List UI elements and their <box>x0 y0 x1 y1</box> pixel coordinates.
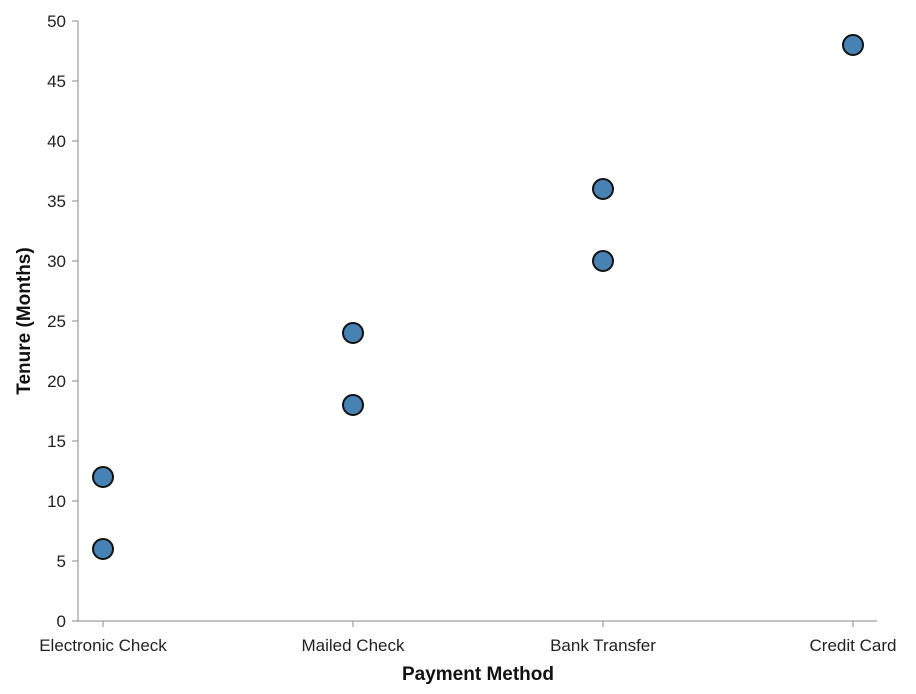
data-point <box>592 250 614 272</box>
data-points <box>92 34 864 560</box>
y-tick-label: 35 <box>47 192 66 211</box>
data-point <box>842 34 864 56</box>
x-tick-label: Electronic Check <box>39 636 167 655</box>
y-tick-label: 30 <box>47 252 66 271</box>
y-axis-title: Tenure (Months) <box>14 247 35 394</box>
y-tick-label: 10 <box>47 492 66 511</box>
x-axis-title: Payment Method <box>402 664 554 685</box>
data-point <box>342 322 364 344</box>
y-tick-label: 45 <box>47 72 66 91</box>
data-point <box>92 466 114 488</box>
data-point <box>592 178 614 200</box>
y-tick-label: 40 <box>47 132 66 151</box>
y-tick-label: 50 <box>47 12 66 31</box>
y-tick-label: 15 <box>47 432 66 451</box>
x-tick-label: Mailed Check <box>302 636 405 655</box>
x-tick-label: Bank Transfer <box>550 636 656 655</box>
y-tick-label: 25 <box>47 312 66 331</box>
x-axis: Electronic Check Mailed Check Bank Transfe… <box>39 620 897 655</box>
x-tick-label: Credit Card <box>810 636 897 655</box>
data-point <box>92 538 114 560</box>
y-axis: 0 5 10 15 20 25 30 35 40 45 50 <box>47 12 79 631</box>
data-point <box>342 394 364 416</box>
y-tick-label: 20 <box>47 372 66 391</box>
y-tick-label: 0 <box>57 612 66 631</box>
y-tick-label: 5 <box>57 552 66 571</box>
